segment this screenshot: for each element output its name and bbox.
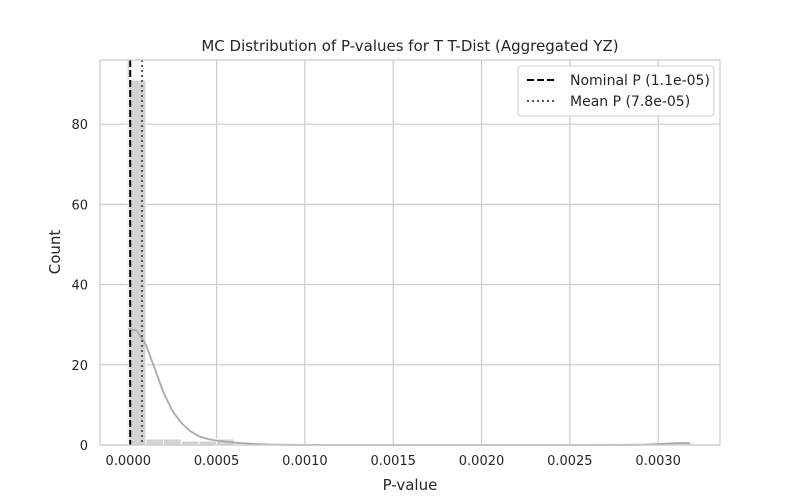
y-tick-labels: 0 20 40 60 80 (71, 118, 88, 454)
y-tick-label: 80 (71, 118, 88, 133)
histogram-bar (198, 440, 218, 446)
chart-title: MC Distribution of P-values for T T-Dist… (201, 37, 618, 55)
kde-curve (128, 327, 691, 446)
legend-box (517, 65, 715, 117)
reference-lines (129, 60, 144, 445)
histogram-bar (180, 440, 200, 446)
x-tick-label: 0.0020 (459, 454, 505, 469)
histogram-bars (127, 79, 695, 446)
grid-lines (100, 60, 720, 446)
x-tick-labels: 0.0000 0.0005 0.0010 0.0015 0.0020 0.0025 0.00… (106, 454, 681, 469)
y-tick-label: 20 (71, 359, 88, 374)
x-tick-label: 0.0030 (635, 454, 681, 469)
x-axis-label: P-value (383, 476, 438, 494)
legend-label-mean: Mean P (7.8e-05) (570, 94, 690, 110)
legend-label-nominal: Nominal P (1.1e-05) (570, 73, 710, 89)
y-tick-label: 40 (71, 279, 88, 294)
histogram-bar (163, 438, 182, 446)
y-tick-label: 60 (71, 198, 88, 213)
x-tick-label: 0.0015 (370, 454, 416, 469)
histogram-bar (145, 438, 165, 446)
y-axis-label: Count (46, 230, 64, 275)
plot-frame (99, 59, 721, 446)
x-tick-label: 0.0005 (194, 454, 240, 469)
y-tick-label: 0 (80, 439, 88, 454)
legend: Nominal P (1.1e-05) Mean P (7.8e-05) (517, 65, 715, 117)
x-tick-label: 0.0000 (106, 454, 152, 469)
x-tick-label: 0.0025 (547, 454, 593, 469)
x-tick-label: 0.0010 (282, 454, 328, 469)
kde-line (128, 327, 691, 446)
